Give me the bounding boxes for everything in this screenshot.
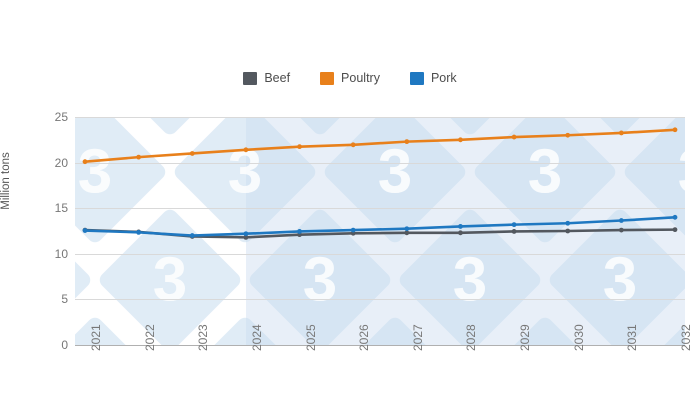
legend-swatch-beef bbox=[243, 72, 258, 85]
data-point-poultry[interactable] bbox=[672, 127, 678, 133]
data-point-poultry[interactable] bbox=[136, 154, 142, 160]
data-point-pork[interactable] bbox=[511, 222, 517, 228]
data-point-pork[interactable] bbox=[565, 220, 571, 226]
data-point-beef[interactable] bbox=[243, 234, 249, 240]
data-point-pork[interactable] bbox=[82, 228, 88, 233]
gridline-25 bbox=[75, 117, 685, 118]
data-point-pork[interactable] bbox=[243, 231, 249, 237]
data-point-pork[interactable] bbox=[350, 227, 356, 233]
x-tick-label: 2026 bbox=[357, 324, 372, 351]
chart-legend: Beef Poultry Pork bbox=[0, 72, 700, 85]
x-tick-label: 2023 bbox=[196, 324, 211, 351]
data-point-pork[interactable] bbox=[618, 218, 624, 223]
legend-item-poultry[interactable]: Poultry bbox=[320, 72, 380, 85]
series-line-poultry bbox=[83, 128, 677, 163]
gridline-10 bbox=[75, 254, 685, 255]
data-point-poultry[interactable] bbox=[404, 139, 410, 145]
x-axis-ticks: 2021 2022 2023 2024 2025 2026 2027 2028 2029 2030… bbox=[75, 324, 693, 399]
plot-area: 3333333333333333333333333333 bbox=[75, 117, 685, 346]
data-point-pork[interactable] bbox=[458, 224, 463, 229]
gridline-15 bbox=[75, 208, 685, 209]
gridline-5 bbox=[75, 299, 685, 300]
x-tick-label: 2027 bbox=[410, 324, 425, 351]
legend-label-pork: Pork bbox=[430, 71, 457, 86]
data-point-beef[interactable] bbox=[404, 230, 410, 236]
data-point-beef[interactable] bbox=[511, 229, 517, 234]
y-tick-label: 0 bbox=[61, 338, 68, 352]
data-point-poultry[interactable] bbox=[189, 151, 195, 156]
x-tick-label: 2032 bbox=[679, 324, 693, 351]
legend-swatch-poultry bbox=[320, 72, 335, 85]
gridline-0 bbox=[75, 345, 685, 346]
data-point-pork[interactable] bbox=[672, 214, 678, 220]
x-tick-label: 2024 bbox=[249, 324, 264, 351]
legend-label-beef: Beef bbox=[264, 71, 291, 86]
series-line-pork bbox=[83, 216, 677, 237]
legend-label-poultry: Poultry bbox=[341, 71, 380, 86]
data-point-beef[interactable] bbox=[458, 230, 463, 236]
legend-item-pork[interactable]: Pork bbox=[409, 71, 457, 86]
y-tick-label: 10 bbox=[54, 247, 68, 261]
x-tick-label: 2022 bbox=[142, 324, 157, 351]
data-point-poultry[interactable] bbox=[511, 134, 517, 140]
data-point-poultry[interactable] bbox=[297, 144, 302, 150]
data-point-beef[interactable] bbox=[565, 228, 571, 234]
data-point-beef[interactable] bbox=[672, 227, 678, 233]
y-tick-label: 20 bbox=[54, 156, 68, 170]
x-tick-label: 2030 bbox=[571, 324, 586, 351]
data-point-pork[interactable] bbox=[297, 229, 302, 234]
series-layer bbox=[82, 127, 678, 240]
data-point-poultry[interactable] bbox=[82, 159, 88, 165]
x-tick-label: 2029 bbox=[518, 324, 533, 351]
data-point-pork[interactable] bbox=[136, 229, 142, 235]
y-tick-label: 5 bbox=[61, 292, 68, 306]
x-tick-label: 2021 bbox=[89, 324, 103, 351]
data-point-beef[interactable] bbox=[618, 227, 624, 233]
data-point-poultry[interactable] bbox=[618, 130, 624, 136]
y-axis-ticks: 0 5 10 15 20 25 bbox=[5, 111, 68, 351]
x-tick-label: 2025 bbox=[303, 324, 318, 351]
legend-item-beef[interactable]: Beef bbox=[243, 72, 290, 85]
gridlines bbox=[75, 117, 685, 346]
data-point-pork[interactable] bbox=[189, 233, 195, 238]
data-point-poultry[interactable] bbox=[458, 137, 463, 143]
y-tick-label: 15 bbox=[54, 201, 68, 215]
data-point-poultry[interactable] bbox=[243, 147, 249, 153]
x-tick-label: 2031 bbox=[625, 324, 640, 351]
gridline-20 bbox=[75, 163, 685, 164]
x-tick-label: 2028 bbox=[464, 324, 479, 351]
data-point-poultry[interactable] bbox=[350, 142, 356, 148]
legend-swatch-pork bbox=[409, 72, 424, 85]
data-point-pork[interactable] bbox=[404, 226, 410, 232]
y-tick-label: 25 bbox=[54, 110, 68, 124]
data-point-poultry[interactable] bbox=[565, 132, 571, 138]
